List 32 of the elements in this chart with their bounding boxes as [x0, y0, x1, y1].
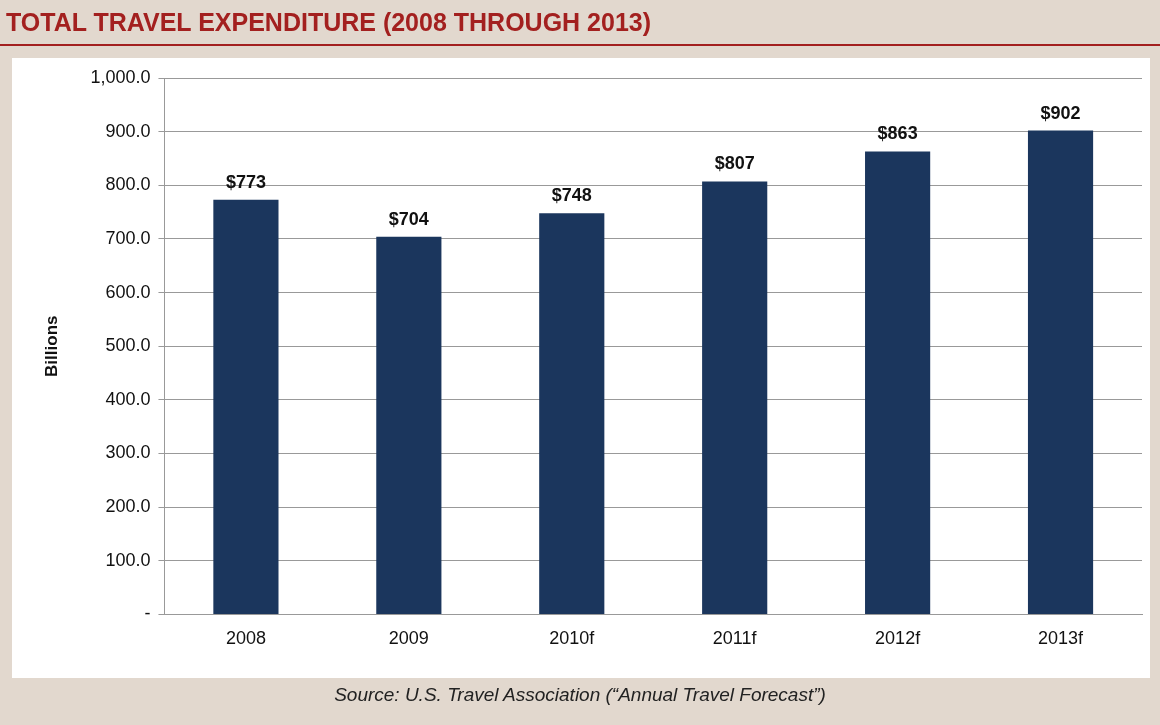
data-label: $704	[388, 208, 429, 229]
y-tick-label: -	[144, 603, 151, 624]
bar	[213, 199, 279, 614]
y-tick-label: 600.0	[105, 281, 151, 302]
y-tick-label: 100.0	[105, 549, 151, 570]
y-tick-label: 800.0	[105, 174, 151, 195]
bar	[539, 213, 605, 614]
x-tick-label: 2011f	[712, 628, 758, 649]
x-tick-label: 2013f	[1038, 628, 1085, 649]
data-label: $807	[714, 153, 755, 174]
y-tick-label: 700.0	[105, 227, 151, 248]
y-tick-label: 400.0	[105, 388, 151, 409]
data-label: $773	[225, 171, 266, 192]
y-tick-label: 1,000.0	[90, 66, 151, 87]
x-tick-label: 2012f	[875, 628, 922, 649]
bar	[865, 151, 931, 614]
bar	[1027, 130, 1094, 614]
y-axis-title: Billions	[41, 315, 61, 377]
y-tick-label: 300.0	[105, 442, 151, 463]
data-label: $902	[1040, 102, 1081, 123]
x-tick-label: 2010f	[549, 628, 596, 649]
x-tick-label: 2008	[225, 628, 266, 649]
y-tick-label: 200.0	[105, 496, 151, 517]
source-note: Source: U.S. Travel Association (“Annual Travel Forecast”)	[333, 684, 827, 706]
y-tick-label: 500.0	[105, 335, 151, 356]
bar	[702, 181, 768, 614]
data-label: $748	[551, 185, 592, 206]
chart-title: TOTAL TRAVEL EXPENDITURE (2008 THROUGH 2013)	[6, 8, 652, 37]
bar	[376, 236, 442, 614]
y-tick-label: 900.0	[105, 120, 151, 141]
data-label: $863	[877, 123, 918, 144]
x-tick-label: 2009	[388, 628, 429, 649]
